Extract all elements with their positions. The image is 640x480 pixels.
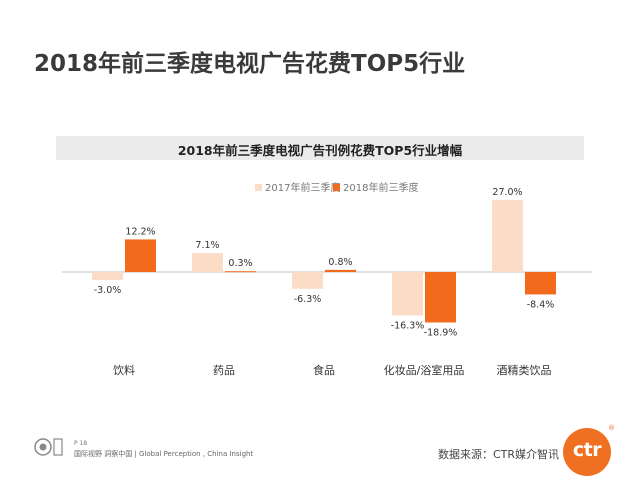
- chart-title: 2018年前三季度电视广告刊例花费TOP5行业增幅: [177, 143, 463, 158]
- legend-swatch-1: [333, 184, 340, 191]
- data-source: 数据来源：CTR媒介智讯: [438, 448, 560, 461]
- bar-3-0: [392, 272, 423, 316]
- data-label-0-1: 12.2%: [125, 226, 155, 237]
- bar-2-0: [292, 272, 323, 289]
- bar-1-1: [225, 271, 256, 273]
- bar-0-1: [125, 239, 156, 272]
- data-label-3-0: -16.3%: [391, 321, 425, 332]
- page-number: P 18: [74, 440, 88, 447]
- page-title: 2018年前三季度电视广告花费TOP5行业: [34, 51, 466, 77]
- ctr-logo: ctr: [563, 428, 611, 476]
- certification-logo: [34, 436, 64, 458]
- data-label-1-1: 0.3%: [228, 258, 252, 269]
- registered-mark: ®: [608, 424, 615, 432]
- bar-3-1: [425, 272, 456, 323]
- category-label-3: 化妆品/浴室用品: [384, 363, 465, 377]
- data-label-4-0: 27.0%: [492, 187, 522, 198]
- data-label-4-1: -8.4%: [527, 299, 555, 310]
- bar-4-0: [492, 199, 523, 272]
- footer-tagline: 国际视野 洞察中国 | Global Perception , China In…: [74, 450, 254, 458]
- category-label-4: 酒精类饮品: [497, 363, 552, 377]
- legend-label-0: 2017年前三季度: [265, 181, 340, 194]
- data-label-3-1: -18.9%: [424, 327, 458, 338]
- category-label-1: 药品: [213, 364, 235, 377]
- data-label-1-0: 7.1%: [195, 240, 219, 251]
- bar-1-0: [192, 253, 223, 272]
- data-label-2-0: -6.3%: [294, 294, 322, 305]
- bar-0-0: [92, 272, 123, 281]
- bar-2-1: [325, 269, 356, 272]
- chart-header: 2018年前三季度电视广告刊例花费TOP5行业增幅: [56, 136, 584, 160]
- category-label-2: 食品: [313, 363, 335, 377]
- category-label-0: 饮料: [113, 363, 135, 377]
- bar-4-1: [525, 272, 556, 295]
- legend-label-1: 2018年前三季度: [343, 181, 418, 194]
- ctr-logo-text: ctr: [572, 439, 602, 461]
- legend-swatch-0: [255, 184, 262, 191]
- data-label-0-0: -3.0%: [94, 285, 122, 296]
- data-label-2-1: 0.8%: [328, 257, 352, 268]
